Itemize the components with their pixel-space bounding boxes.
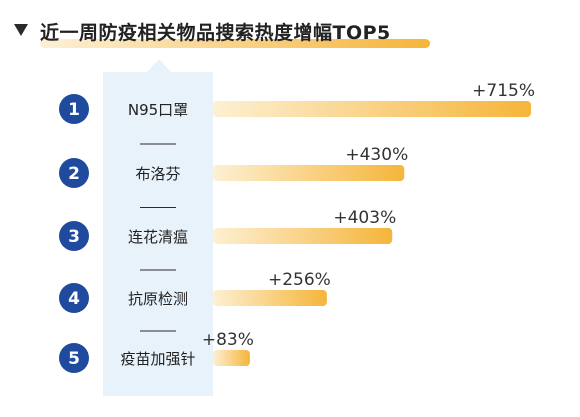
- bar: [213, 165, 405, 181]
- category-label: N95口罩: [128, 101, 188, 119]
- rank-badge-circle: [59, 158, 89, 188]
- category-label: 抗原检测: [128, 290, 188, 308]
- value-label: +83%: [202, 330, 254, 350]
- rank-badge-circle: [59, 94, 89, 124]
- bar: [213, 290, 327, 306]
- rank-badge-number: 5: [68, 349, 80, 369]
- rank-badge-number: 4: [68, 289, 80, 309]
- value-label: +715%: [472, 81, 535, 101]
- category-label: 疫苗加强针: [120, 350, 195, 368]
- triangle-down-icon: [14, 24, 28, 36]
- category-label-panel: [103, 72, 213, 396]
- category-label: 布洛芬: [135, 165, 180, 183]
- value-label: +403%: [333, 208, 396, 228]
- title-underline: [40, 39, 430, 48]
- label-panel-notch: [147, 59, 171, 72]
- rank-badge-circle: [59, 221, 89, 251]
- rank-badge-circle: [59, 343, 89, 373]
- rank-badge-circle: [59, 283, 89, 313]
- value-label: +430%: [345, 145, 408, 165]
- rank-badge-number: 2: [68, 164, 80, 184]
- bar: [213, 350, 250, 366]
- rank-badge-number: 3: [68, 227, 80, 247]
- category-label: 连花清瘟: [128, 228, 188, 246]
- rank-badge-number: 1: [68, 100, 80, 120]
- bar: [213, 228, 393, 244]
- bar: [213, 101, 531, 117]
- chart-title: 近一周防疫相关物品搜索热度增幅TOP5: [40, 22, 391, 44]
- value-label: +256%: [268, 270, 331, 290]
